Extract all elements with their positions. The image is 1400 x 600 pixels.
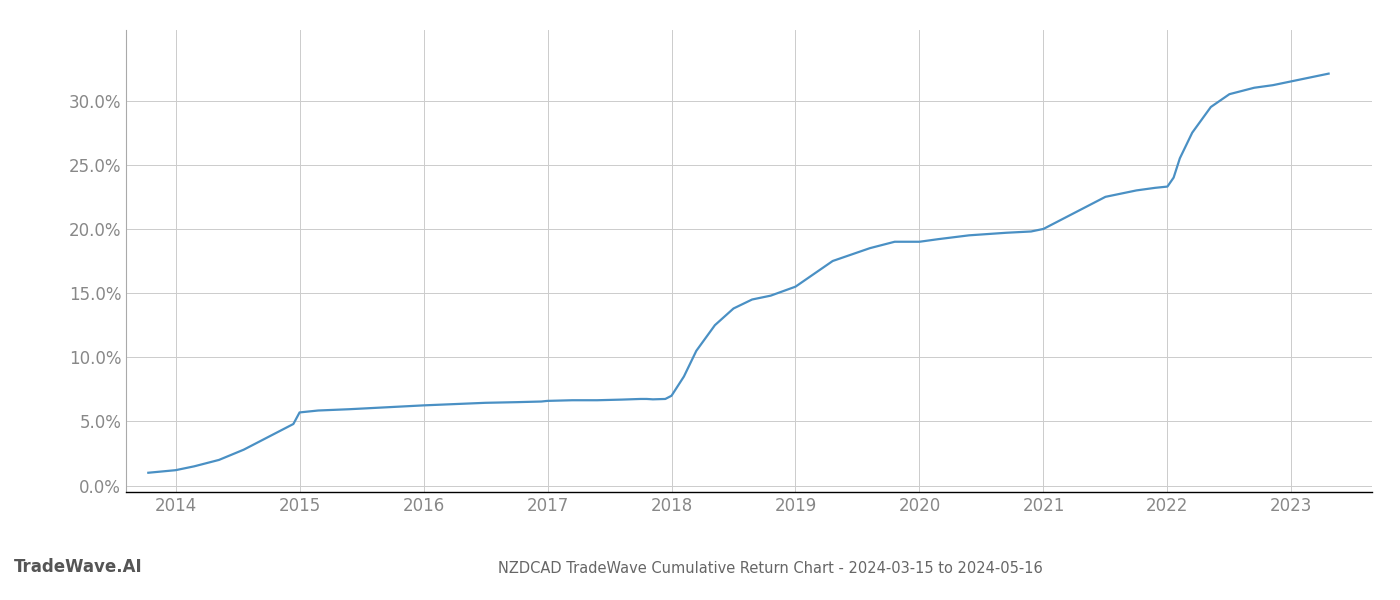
Text: TradeWave.AI: TradeWave.AI <box>14 558 143 576</box>
Text: NZDCAD TradeWave Cumulative Return Chart - 2024-03-15 to 2024-05-16: NZDCAD TradeWave Cumulative Return Chart… <box>497 561 1043 576</box>
